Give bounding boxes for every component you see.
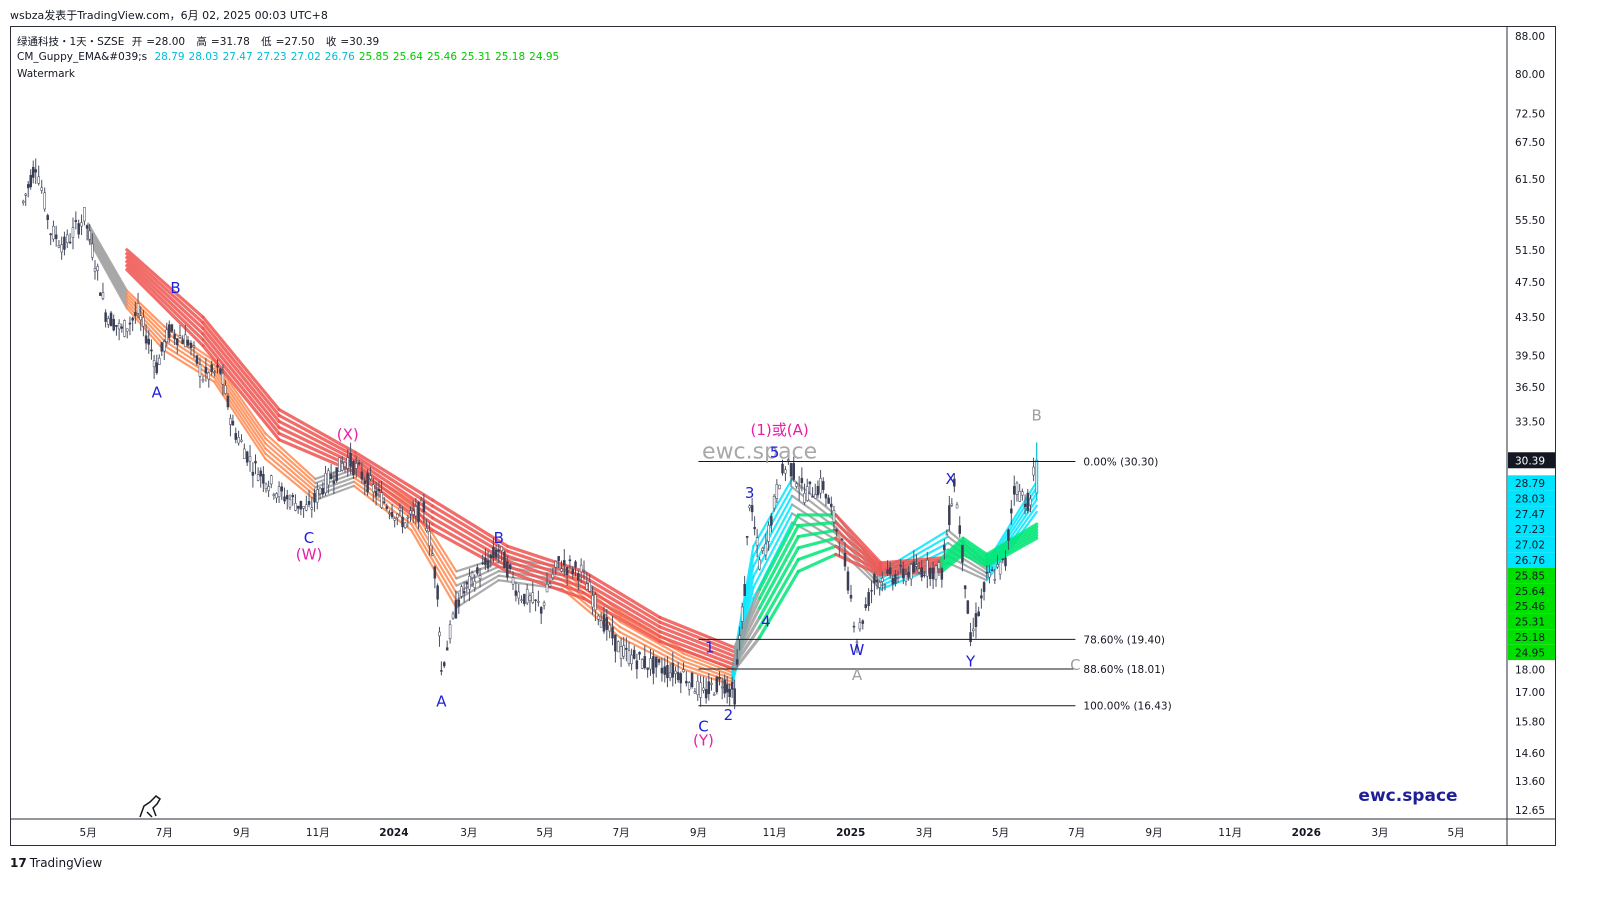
tradingview-brand: TradingView: [29, 856, 103, 870]
symbol-name[interactable]: 绿通科技・1天・SZSE: [17, 36, 125, 48]
indicator-value: 25.31: [461, 51, 492, 63]
indicator-name[interactable]: CM_Guppy_EMA&#039;s: [17, 51, 148, 63]
ohlc-close: 收 =30.39: [325, 36, 380, 48]
indicator-value: 27.47: [222, 51, 253, 63]
legend-watermark-row: Watermark: [17, 68, 79, 80]
chart-frame[interactable]: [10, 26, 1556, 846]
ohlc-high: 高 =31.78: [196, 36, 250, 48]
indicator-value: 25.64: [392, 51, 423, 63]
indicator-value: 28.79: [154, 51, 185, 63]
indicator-value: 25.85: [358, 51, 389, 63]
watermark-indicator-name[interactable]: Watermark: [17, 68, 75, 80]
indicator-value: 27.23: [256, 51, 287, 63]
tradingview-footer: 17 TradingView: [10, 856, 102, 870]
ohlc-open: 开 =28.00: [131, 36, 186, 48]
legend-symbol-row: 绿通科技・1天・SZSE 开 =28.00 高 =31.78 低 =27.50 收 =3…: [17, 34, 387, 49]
ohlc-low: 低 =27.50: [261, 36, 315, 48]
indicator-value: 27.02: [290, 51, 321, 63]
chart-caption: wsbza发表于TradingView.com，6月 02, 2025 00:0…: [10, 9, 328, 22]
indicator-value: 26.76: [324, 51, 355, 63]
indicator-value: 25.46: [426, 51, 458, 63]
indicator-value: 28.03: [188, 51, 219, 63]
indicator-values: 28.79 28.03 27.47 27.23 27.02 26.76 25.85 25.64…: [154, 51, 563, 63]
legend-indicator-row: CM_Guppy_EMA&#039;s 28.79 28.03 27.47 27.23…: [17, 51, 567, 63]
indicator-value: 25.18: [495, 51, 526, 63]
tradingview-logo-icon: 17: [10, 856, 27, 870]
indicator-value: 24.95: [529, 51, 560, 63]
